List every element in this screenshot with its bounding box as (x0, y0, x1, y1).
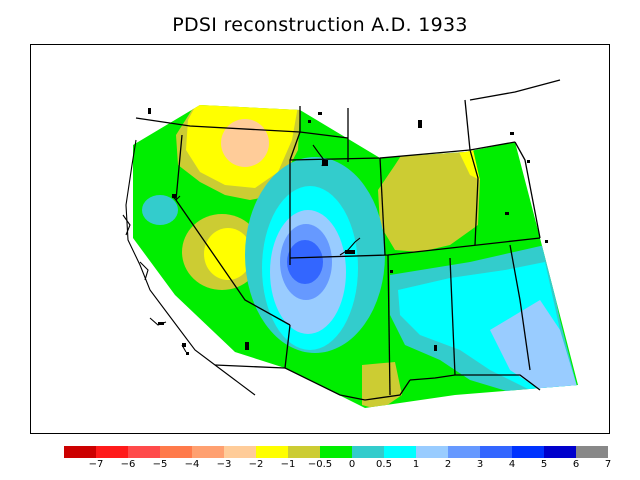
lake-mark (318, 112, 322, 115)
legend-break-label: −0.5 (307, 459, 333, 470)
lake-mark (322, 160, 328, 166)
wa-or-idaho-line (175, 134, 183, 201)
legend-break-label: 1 (412, 459, 420, 470)
field-south-dry-mild (362, 362, 402, 408)
map-title: PDSI reconstruction A.D. 1933 (172, 14, 468, 36)
legend-labels: −7 −6 −5 −4 −3 −2 −1 −0.5 0 0.5 1 2 3 4 5 6 7 (0, 459, 640, 475)
great-salt-lake (339, 237, 361, 256)
legend-break-label: −1 (280, 459, 296, 470)
us-canada-border (135, 117, 349, 139)
pdsi-field (133, 105, 578, 408)
boundary-segment (509, 244, 531, 371)
island-mark (186, 352, 189, 355)
legend-swatch-0 (64, 446, 96, 458)
legend-break-label: 7 (604, 459, 612, 470)
lake-mark (505, 212, 509, 215)
small-lakes (148, 108, 548, 355)
lake-mark (434, 345, 437, 351)
legend-swatch-7 (288, 446, 320, 458)
legend-swatch-6 (256, 446, 288, 458)
lake-mark (510, 132, 514, 135)
legend-break-label: 4 (508, 459, 516, 470)
legend-break-label: 5 (540, 459, 548, 470)
us-canada-border-east (469, 79, 561, 101)
legend-break-label: 0.5 (376, 459, 392, 470)
lake-mark (308, 120, 311, 123)
lake-mark (390, 270, 393, 273)
legend-swatch-14 (512, 446, 544, 458)
legend-swatch-11 (416, 446, 448, 458)
legend-swatch-5 (224, 446, 256, 458)
ca-nv-line (175, 199, 291, 326)
legend-break-label: −5 (152, 459, 168, 470)
legend-swatch-3 (160, 446, 192, 458)
field-nv-dry (204, 228, 252, 280)
legend-swatch-1 (96, 446, 128, 458)
legend-break-label: 0 (348, 459, 356, 470)
lake-mark (345, 250, 355, 254)
island-mark (182, 343, 186, 347)
legend-swatch-10 (384, 446, 416, 458)
legend-break-label: 6 (572, 459, 580, 470)
legend-break-label: −3 (216, 459, 232, 470)
boundary-segment (464, 99, 471, 151)
legend-swatch-13 (480, 446, 512, 458)
boundary-segment (449, 257, 456, 376)
legend-break-label: −2 (248, 459, 264, 470)
legend-swatch-4 (192, 446, 224, 458)
lake-mark (148, 108, 151, 114)
field-ne-dry-mild (378, 105, 480, 252)
us-mexico-border (284, 324, 411, 401)
field-core-wet-very-strong (287, 240, 323, 284)
lake-mark (172, 194, 176, 198)
legend-break-label: −7 (88, 459, 104, 470)
boundary-segment (469, 149, 479, 246)
lake-mark (418, 120, 422, 128)
field-se-wet-moderate (490, 300, 578, 390)
boundaries (135, 79, 561, 401)
legend-swatch-9 (352, 446, 384, 458)
boundary-segment (514, 141, 541, 239)
legend-break-label: −4 (184, 459, 200, 470)
lake-mark (545, 240, 548, 243)
puget-sound (122, 214, 131, 236)
legend-swatch-2 (128, 446, 160, 458)
boundary-segment (409, 374, 456, 381)
legend-break-label: 2 (444, 459, 452, 470)
sf-bay (139, 261, 149, 281)
boundary-segment (455, 374, 541, 391)
lake-mark (245, 342, 249, 350)
nm-west-line (387, 254, 391, 396)
field-coast-wet-mild (142, 195, 178, 225)
legend-break-label: 3 (476, 459, 484, 470)
field-nw-dry-strong (221, 119, 269, 167)
legend-swatch-12 (448, 446, 480, 458)
map-frame (30, 44, 610, 434)
legend-break-label: −6 (120, 459, 136, 470)
island-mark (158, 322, 164, 325)
boundary-segment (214, 364, 286, 369)
legend-swatch-16 (576, 446, 608, 458)
legend-colorbar (64, 446, 608, 458)
legend-swatch-15 (544, 446, 576, 458)
legend-swatch-8 (320, 446, 352, 458)
lake-mark (527, 160, 530, 163)
pacific-coastline (125, 139, 256, 396)
wy-co-west-line (379, 157, 386, 256)
north-state-line (289, 141, 516, 161)
